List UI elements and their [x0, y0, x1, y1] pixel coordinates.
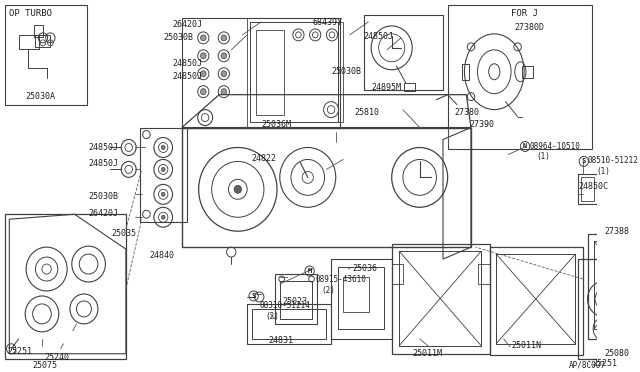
- Circle shape: [200, 89, 206, 94]
- Bar: [364, 15, 443, 90]
- Text: 08915-43610: 08915-43610: [316, 275, 366, 284]
- Text: 08510-51212: 08510-51212: [588, 157, 639, 166]
- Bar: [479, 264, 490, 284]
- Bar: [257, 30, 284, 115]
- Bar: [4, 5, 87, 105]
- Text: 27380D: 27380D: [515, 23, 545, 32]
- Bar: [182, 18, 340, 128]
- Text: 25810: 25810: [355, 108, 380, 117]
- Text: 24831: 24831: [269, 336, 294, 345]
- Text: 24822: 24822: [252, 154, 277, 163]
- Bar: [247, 304, 331, 344]
- Bar: [578, 174, 597, 204]
- Bar: [522, 66, 534, 78]
- Text: 25240: 25240: [45, 353, 70, 362]
- Bar: [490, 247, 583, 355]
- Circle shape: [234, 185, 241, 193]
- Text: 25251: 25251: [8, 347, 33, 356]
- Text: M: M: [307, 268, 312, 274]
- Bar: [331, 259, 392, 339]
- Circle shape: [221, 71, 227, 77]
- Text: 25036M: 25036M: [261, 119, 291, 129]
- Text: 25035: 25035: [112, 229, 137, 238]
- Bar: [496, 254, 575, 344]
- Text: 27380: 27380: [454, 108, 479, 117]
- Text: 27388: 27388: [604, 227, 629, 236]
- Bar: [275, 274, 317, 324]
- Text: 68439Y: 68439Y: [312, 18, 342, 27]
- Bar: [338, 267, 384, 329]
- Text: 25023: 25023: [283, 297, 308, 306]
- Circle shape: [221, 89, 227, 94]
- Text: 25080: 25080: [604, 349, 629, 358]
- Text: N: N: [523, 144, 527, 150]
- Bar: [578, 259, 640, 359]
- Text: 25251: 25251: [592, 359, 617, 368]
- Bar: [588, 234, 640, 339]
- Text: 25030B: 25030B: [163, 33, 193, 42]
- Circle shape: [221, 35, 227, 41]
- Text: 27390: 27390: [469, 119, 494, 129]
- Text: 25011M: 25011M: [412, 349, 442, 358]
- Circle shape: [161, 192, 165, 196]
- Bar: [250, 22, 338, 122]
- Bar: [338, 22, 343, 122]
- Text: (1): (1): [597, 167, 611, 176]
- Bar: [594, 241, 640, 329]
- Bar: [461, 64, 469, 80]
- Text: 24850J: 24850J: [173, 72, 202, 81]
- Bar: [399, 251, 481, 346]
- Text: S: S: [582, 158, 586, 164]
- Text: 25030B: 25030B: [331, 67, 361, 76]
- Bar: [19, 35, 39, 49]
- Circle shape: [161, 145, 165, 150]
- Bar: [447, 5, 592, 150]
- Text: (2): (2): [322, 286, 335, 295]
- Circle shape: [161, 167, 165, 171]
- Bar: [392, 244, 490, 354]
- Bar: [280, 281, 312, 319]
- Text: 25075: 25075: [33, 361, 58, 370]
- Bar: [252, 309, 326, 339]
- Text: S: S: [252, 293, 256, 299]
- Circle shape: [221, 53, 227, 59]
- Text: OP TURBO: OP TURBO: [10, 9, 52, 18]
- Bar: [35, 35, 51, 47]
- Text: 26420J: 26420J: [88, 209, 118, 218]
- Bar: [4, 214, 126, 359]
- Bar: [140, 128, 186, 222]
- Text: 24895M: 24895M: [371, 83, 401, 92]
- Circle shape: [161, 215, 165, 219]
- Text: 25011N: 25011N: [511, 341, 541, 350]
- Bar: [404, 83, 415, 91]
- Text: 08964-10510: 08964-10510: [530, 141, 580, 151]
- Text: 24850J: 24850J: [173, 59, 202, 68]
- Circle shape: [200, 71, 206, 77]
- Text: 26420J: 26420J: [173, 20, 202, 29]
- Text: 24850J: 24850J: [88, 142, 118, 151]
- Text: FOR J: FOR J: [511, 9, 538, 18]
- Text: 24840: 24840: [149, 251, 174, 260]
- Circle shape: [200, 35, 206, 41]
- Bar: [392, 264, 403, 284]
- Text: 25030B: 25030B: [88, 192, 118, 201]
- Text: 25030A: 25030A: [25, 92, 55, 101]
- Text: 25036: 25036: [353, 264, 378, 273]
- Text: 24850J: 24850J: [364, 32, 394, 41]
- Text: AP/8C007: AP/8C007: [569, 361, 606, 370]
- Bar: [581, 177, 594, 201]
- Text: 24850J: 24850J: [88, 160, 118, 169]
- Bar: [343, 277, 369, 312]
- Bar: [33, 25, 43, 37]
- Text: 08310-51214: 08310-51214: [259, 301, 310, 310]
- Text: 24850C: 24850C: [578, 182, 608, 191]
- Text: (2): (2): [266, 312, 280, 321]
- Bar: [182, 128, 471, 247]
- Circle shape: [200, 53, 206, 59]
- Text: (1): (1): [536, 153, 550, 161]
